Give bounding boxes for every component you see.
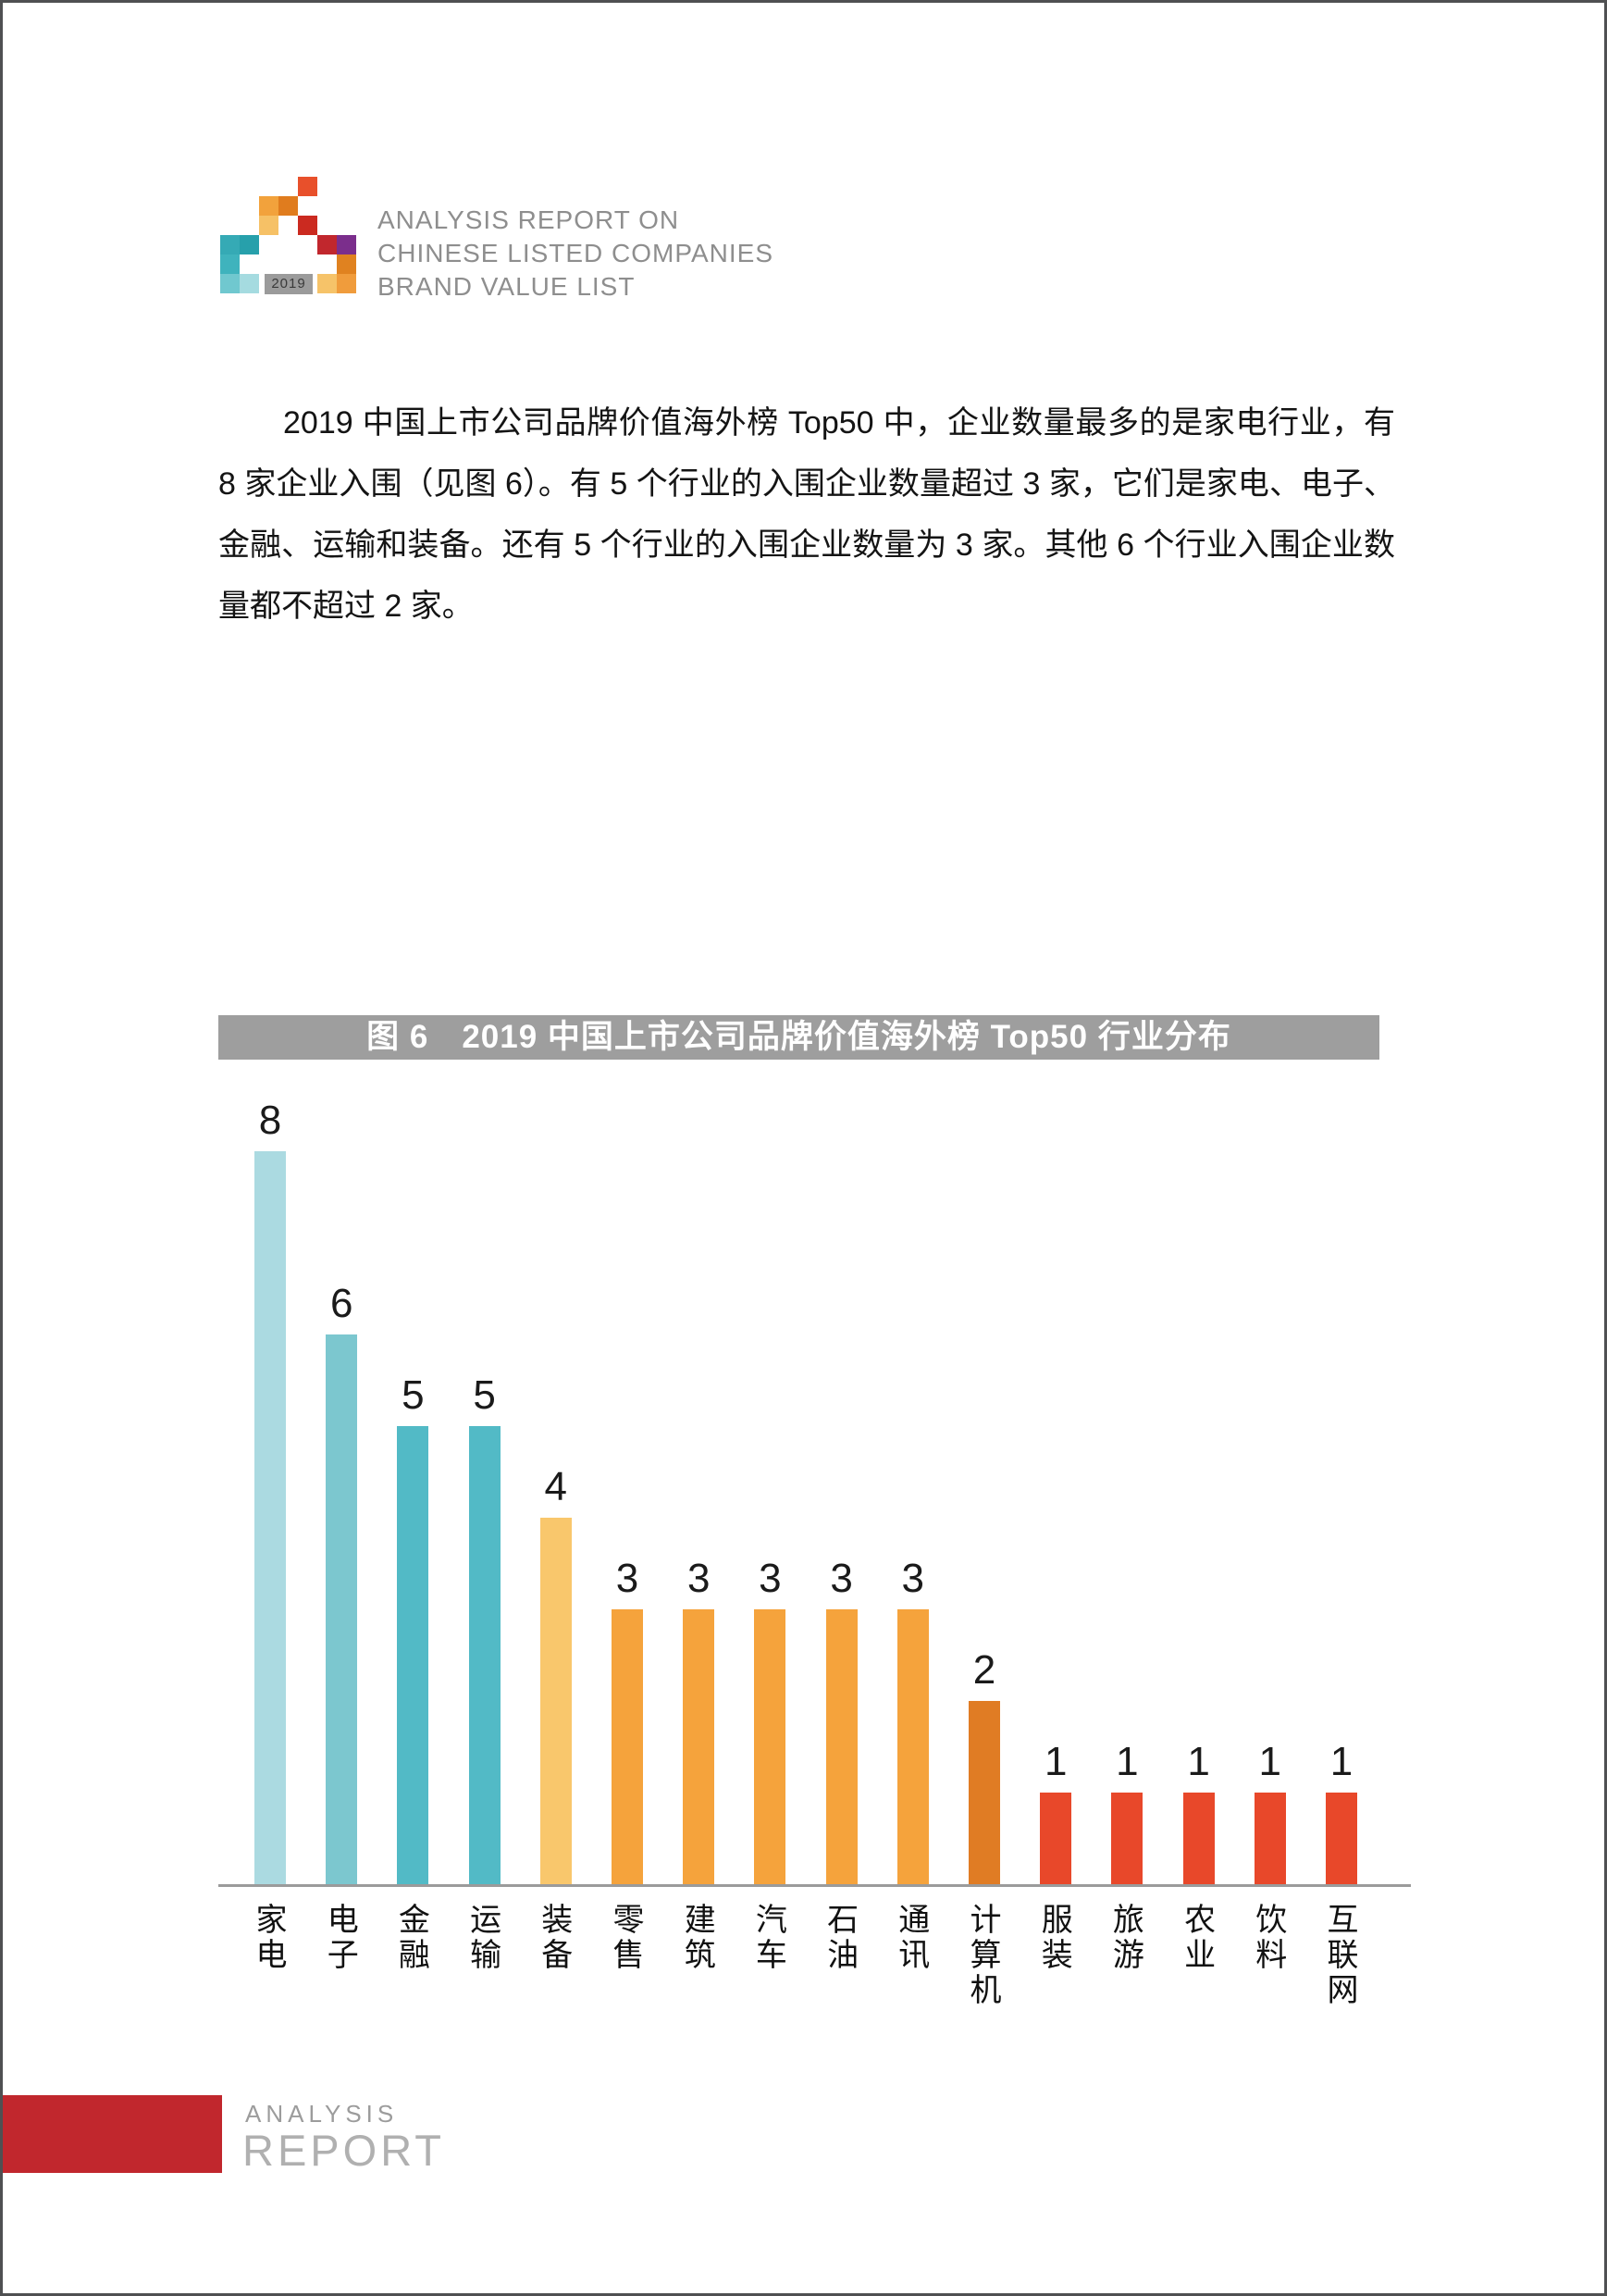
paragraph-line-1: 2019 中国上市公司品牌价值海外榜 Top50 中，企业数量最多的是家电行业，… <box>283 405 1395 441</box>
bar-value-label: 3 <box>759 1556 782 1601</box>
paragraph-line-4: 量都不超过 2 家。 <box>218 589 474 624</box>
header-title-line-2: CHINESE LISTED COMPANIES <box>377 239 774 267</box>
header-title: ANALYSIS REPORT ON CHINESE LISTED COMPAN… <box>377 204 773 304</box>
body-paragraph: 2019 中国上市公司品牌价值海外榜 Top50 中，企业数量最多的是家电行业，… <box>218 392 1395 637</box>
logo-square <box>337 254 356 274</box>
logo-square <box>220 274 240 293</box>
bar-value-label: 6 <box>329 1281 353 1326</box>
logo-square <box>298 177 317 196</box>
bar-value-label: 3 <box>901 1556 925 1601</box>
paragraph-line-2: 8 家企业入围（见图 6）。有 5 个行业的入围企业数量超过 3 家，它们是家电… <box>218 466 1395 502</box>
header-title-line-3: BRAND VALUE LIST <box>377 272 636 301</box>
bar-chart: 8 6 5 5 4 3 3 3 3 3 2 1 1 1 1 1 家电 电子 金融 运输 装备 零售 建筑 汽车 石油 通讯 计算机… <box>218 1060 1411 2041</box>
bar-category-label: 家电 <box>251 1903 286 1973</box>
bar-value-label: 3 <box>686 1556 711 1601</box>
bar-category-label: 运输 <box>464 1903 501 1973</box>
bar-category-label: 汽车 <box>750 1903 786 1973</box>
logo-square <box>317 235 337 254</box>
bar-通讯 <box>896 1609 929 1884</box>
paragraph-line-3: 金融、运输和装备。还有 5 个行业的入围企业数量为 3 家。其他 6 个行业入围… <box>218 527 1395 563</box>
bar-饮料 <box>1254 1793 1286 1884</box>
logo-square <box>317 274 337 293</box>
footer-red-block <box>3 2095 222 2173</box>
bar-value-label: 1 <box>1258 1739 1282 1784</box>
bar-category-label: 零售 <box>608 1903 643 1973</box>
logo-square <box>220 254 240 274</box>
bar-category-label: 互联网 <box>1322 1903 1357 2008</box>
footer-report-text: REPORT <box>242 2126 445 2175</box>
bar-value-label: 2 <box>972 1647 996 1693</box>
bar-金融 <box>397 1426 429 1884</box>
bar-value-label: 1 <box>1329 1739 1354 1784</box>
brand-logo: 2019 <box>220 177 357 294</box>
bar-value-label: 8 <box>258 1098 282 1143</box>
logo-square <box>259 196 278 216</box>
bar-value-label: 3 <box>615 1556 639 1601</box>
bar-value-label: 1 <box>1116 1739 1139 1784</box>
bar-value-label: 5 <box>473 1372 496 1418</box>
bar-旅游 <box>1111 1793 1143 1884</box>
bar-运输 <box>468 1426 501 1884</box>
bar-装备 <box>539 1518 572 1884</box>
bar-家电 <box>254 1151 286 1884</box>
bar-农业 <box>1182 1793 1215 1884</box>
footer-analysis-text: ANALYSIS <box>245 2100 399 2128</box>
logo-square <box>278 196 298 216</box>
header-title-line-1: ANALYSIS REPORT ON <box>377 205 680 234</box>
bar-value-label: 5 <box>402 1372 425 1418</box>
bar-计算机 <box>969 1701 1000 1884</box>
logo-square <box>298 216 317 235</box>
bar-plot: 8 6 5 5 4 3 3 3 3 3 2 1 1 1 1 1 <box>218 1060 1411 1887</box>
bar-建筑 <box>683 1609 715 1884</box>
bar-category-label: 金融 <box>393 1903 429 1973</box>
bar-value-label: 3 <box>830 1556 853 1601</box>
logo-year-badge: 2019 <box>265 274 313 294</box>
bar-category-label: 装备 <box>536 1903 572 1973</box>
logo-square <box>259 216 278 235</box>
bar-category-label: 服装 <box>1036 1903 1072 1973</box>
logo-square <box>240 235 259 254</box>
logo-square <box>337 274 356 293</box>
bar-category-label: 电子 <box>322 1903 358 1973</box>
bar-category-label: 计算机 <box>965 1903 1000 2008</box>
bar-value-label: 1 <box>1044 1739 1068 1784</box>
bar-电子 <box>326 1334 358 1884</box>
bar-category-label: 通讯 <box>893 1903 929 1973</box>
bar-石油 <box>825 1609 858 1884</box>
bar-category-label: 农业 <box>1179 1903 1215 1973</box>
bar-value-label: 4 <box>544 1464 568 1509</box>
bar-category-label: 饮料 <box>1250 1903 1286 1973</box>
bar-category-label: 旅游 <box>1107 1903 1143 1973</box>
logo-square <box>220 235 240 254</box>
bar-value-label: 1 <box>1187 1739 1210 1784</box>
bar-服装 <box>1040 1793 1072 1884</box>
bar-category-label: 建筑 <box>679 1903 715 1973</box>
logo-square <box>240 274 259 293</box>
logo-square <box>337 235 356 254</box>
bar-互联网 <box>1326 1793 1357 1884</box>
bar-汽车 <box>754 1609 786 1884</box>
bar-category-label: 石油 <box>822 1903 858 1973</box>
chart-title: 图 6 2019 中国上市公司品牌价值海外榜 Top50 行业分布 <box>218 1015 1379 1060</box>
bar-零售 <box>612 1609 643 1884</box>
